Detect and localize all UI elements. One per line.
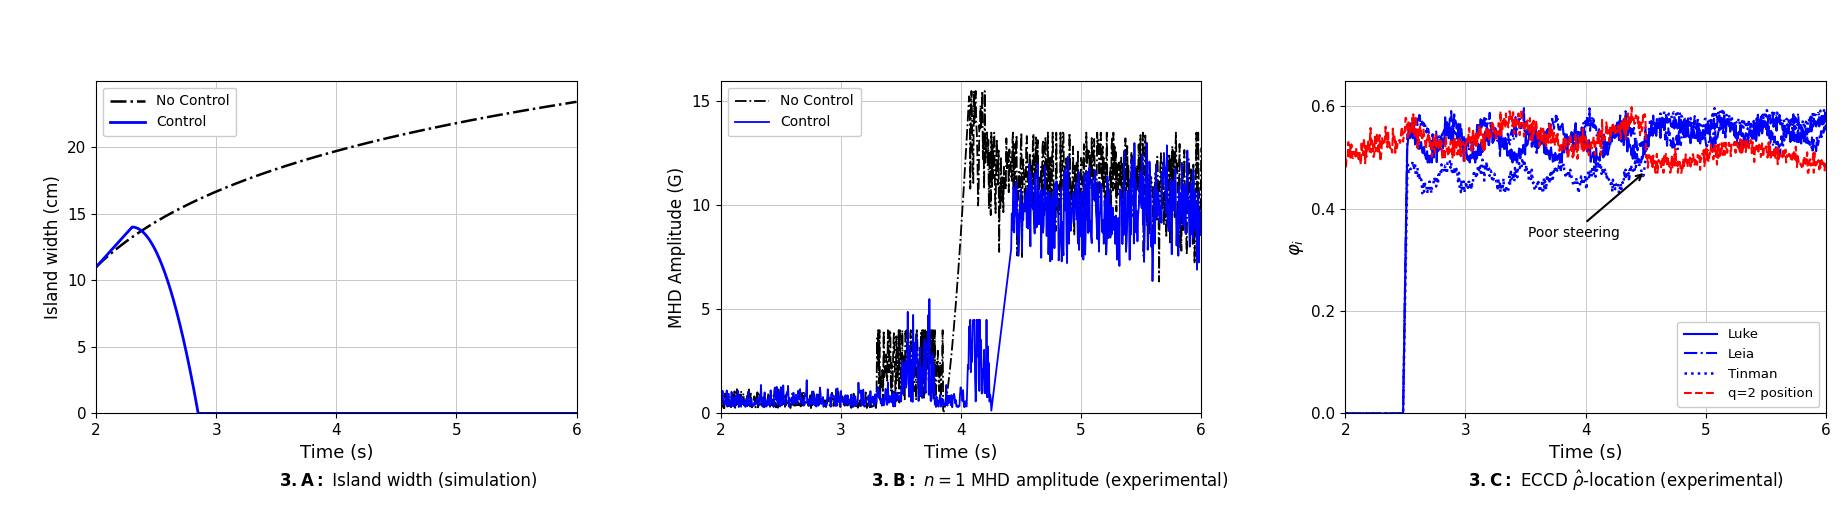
- No Control: [416, 126, 438, 133]
- Y-axis label: MHD Amplitude (G): MHD Amplitude (G): [669, 166, 686, 328]
- Luke: [1334, 410, 1356, 417]
- Line: Tinman: Tinman: [1345, 108, 1826, 413]
- X-axis label: Time (s): Time (s): [1549, 444, 1623, 462]
- Tinman: [1626, 158, 1648, 164]
- Line: Control: Control: [96, 227, 577, 413]
- No Control: [468, 115, 490, 122]
- Tinman: [1815, 113, 1837, 120]
- No Control: [85, 264, 107, 270]
- q=2 position: [1815, 160, 1837, 166]
- No Control: [931, 410, 954, 416]
- No Control: [1016, 193, 1039, 199]
- Control: [989, 334, 1011, 340]
- Control: [122, 224, 144, 230]
- No Control: [710, 391, 732, 397]
- Control: [460, 410, 482, 417]
- Control: [135, 232, 157, 238]
- Control: [85, 264, 107, 270]
- Line: Control: Control: [721, 143, 1201, 411]
- q=2 position: [1621, 104, 1643, 110]
- Tinman: [1748, 117, 1770, 123]
- No Control: [1002, 190, 1024, 197]
- Control: [1002, 200, 1024, 206]
- No Control: [1076, 129, 1098, 136]
- Leia: [1364, 410, 1386, 417]
- Legend: Luke, Leia, Tinman, q=2 position: Luke, Leia, Tinman, q=2 position: [1678, 322, 1818, 407]
- Tinman: [1334, 410, 1356, 417]
- Text: Poor steering: Poor steering: [1528, 175, 1641, 240]
- q=2 position: [1645, 170, 1667, 176]
- Luke: [1626, 151, 1648, 157]
- Leia: [1700, 134, 1722, 140]
- q=2 position: [1364, 134, 1386, 140]
- Luke: [1641, 132, 1663, 138]
- Line: No Control: No Control: [96, 102, 577, 267]
- X-axis label: Time (s): Time (s): [924, 444, 998, 462]
- No Control: [279, 161, 301, 167]
- Leia: [1514, 103, 1536, 109]
- q=2 position: [1750, 145, 1772, 151]
- Legend: No Control, Control: No Control, Control: [728, 87, 861, 136]
- q=2 position: [1334, 154, 1356, 160]
- Control: [739, 404, 761, 410]
- q=2 position: [1626, 120, 1648, 126]
- Control: [565, 410, 588, 417]
- Luke: [1364, 410, 1386, 417]
- Text: ECCD $\hat{\rho}$-location (experimental): ECCD $\hat{\rho}$-location (experimental…: [1515, 469, 1785, 493]
- Luke: [1815, 112, 1837, 119]
- No Control: [460, 117, 482, 123]
- No Control: [565, 99, 588, 105]
- Control: [281, 410, 303, 417]
- Leia: [1334, 410, 1356, 417]
- Tinman: [1613, 167, 1635, 174]
- Leia: [1613, 121, 1635, 127]
- Control: [710, 401, 732, 408]
- Text: $n=1$ MHD amplitude (experimental): $n=1$ MHD amplitude (experimental): [918, 470, 1229, 492]
- Luke: [1613, 134, 1635, 140]
- Leia: [1626, 147, 1648, 153]
- Control: [1124, 140, 1146, 146]
- Text: $\mathbf{3.C:}$: $\mathbf{3.C:}$: [1469, 472, 1512, 490]
- Control: [469, 410, 492, 417]
- q=2 position: [1700, 141, 1722, 148]
- Text: $\mathbf{3.B:}$: $\mathbf{3.B:}$: [870, 472, 915, 490]
- Line: q=2 position: q=2 position: [1345, 107, 1826, 173]
- Tinman: [1704, 105, 1726, 111]
- Control: [1190, 210, 1212, 216]
- No Control: [135, 225, 157, 231]
- Tinman: [1698, 116, 1720, 122]
- Control: [416, 410, 438, 417]
- No Control: [961, 88, 983, 94]
- X-axis label: Time (s): Time (s): [299, 444, 373, 462]
- Y-axis label: $\varphi_i$: $\varphi_i$: [1288, 238, 1307, 256]
- No Control: [1125, 171, 1148, 177]
- Control: [1016, 185, 1039, 191]
- Control: [1076, 228, 1098, 234]
- Control: [298, 410, 320, 417]
- No Control: [991, 154, 1013, 160]
- Line: No Control: No Control: [721, 91, 1201, 413]
- Line: Leia: Leia: [1345, 106, 1826, 413]
- No Control: [298, 156, 320, 162]
- Leia: [1748, 117, 1770, 123]
- No Control: [1190, 145, 1212, 151]
- Text: Island width (simulation): Island width (simulation): [327, 472, 538, 490]
- q=2 position: [1613, 130, 1635, 136]
- Tinman: [1641, 118, 1663, 124]
- Line: Luke: Luke: [1345, 114, 1826, 413]
- No Control: [739, 401, 761, 407]
- Text: $\mathbf{3.A:}$: $\mathbf{3.A:}$: [279, 472, 323, 490]
- Luke: [1698, 132, 1720, 138]
- Y-axis label: Island width (cm): Island width (cm): [44, 175, 61, 319]
- Tinman: [1364, 410, 1386, 417]
- Leia: [1815, 124, 1837, 131]
- Luke: [1761, 111, 1783, 118]
- Control: [1125, 179, 1148, 186]
- q=2 position: [1641, 159, 1663, 165]
- Leia: [1641, 121, 1663, 127]
- Control: [187, 410, 209, 417]
- Control: [979, 408, 1002, 414]
- Legend: No Control, Control: No Control, Control: [103, 87, 237, 136]
- Luke: [1748, 133, 1770, 139]
